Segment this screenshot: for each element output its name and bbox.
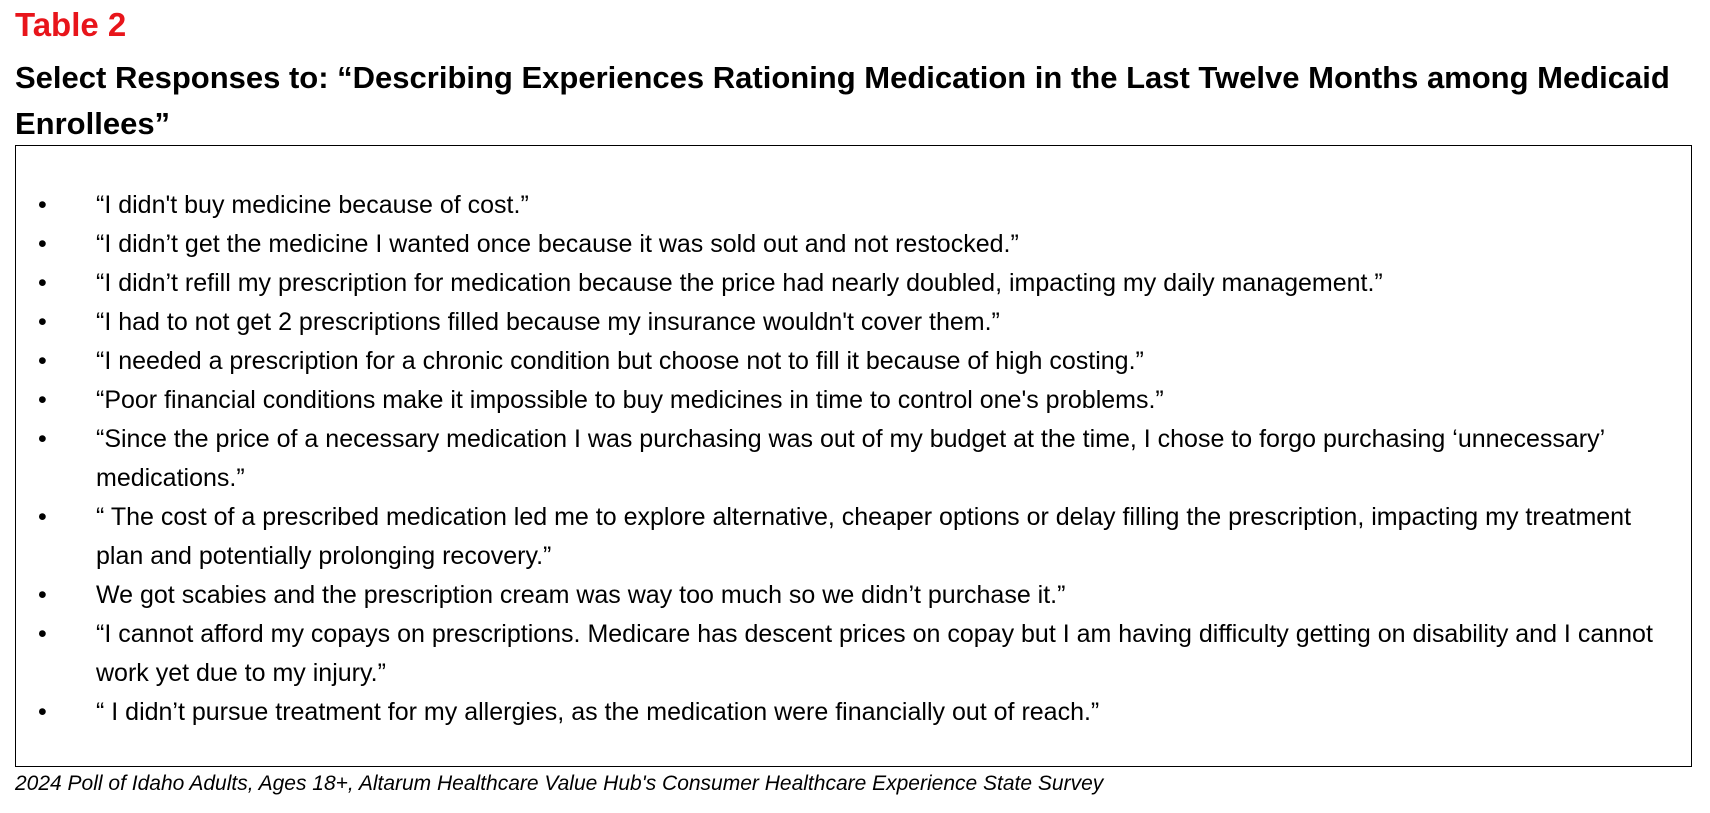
table-label: Table 2 [15,6,127,43]
quote-item: “I didn’t get the medicine I wanted once… [16,225,1671,264]
quote-item: “I cannot afford my copays on prescripti… [16,615,1671,693]
quote-item: “I needed a prescription for a chronic c… [16,342,1671,381]
table-title: Select Responses to: “Describing Experie… [15,60,1670,141]
quote-item: We got scabies and the prescription crea… [16,576,1671,615]
quote-list: “I didn't buy medicine because of cost.”… [16,146,1691,732]
quote-item: “Since the price of a necessary medicati… [16,420,1671,498]
quote-item: “Poor financial conditions make it impos… [16,381,1671,420]
quote-item: “ The cost of a prescribed medication le… [16,498,1671,576]
quote-item: “I didn't buy medicine because of cost.” [16,186,1671,225]
quote-item: “ I didn’t pursue treatment for my aller… [16,693,1671,732]
quote-box: “I didn't buy medicine because of cost.”… [15,145,1692,767]
quote-item: “I didn’t refill my prescription for med… [16,264,1671,303]
source-note: 2024 Poll of Idaho Adults, Ages 18+, Alt… [15,772,1104,795]
quote-item: “I had to not get 2 prescriptions filled… [16,303,1671,342]
